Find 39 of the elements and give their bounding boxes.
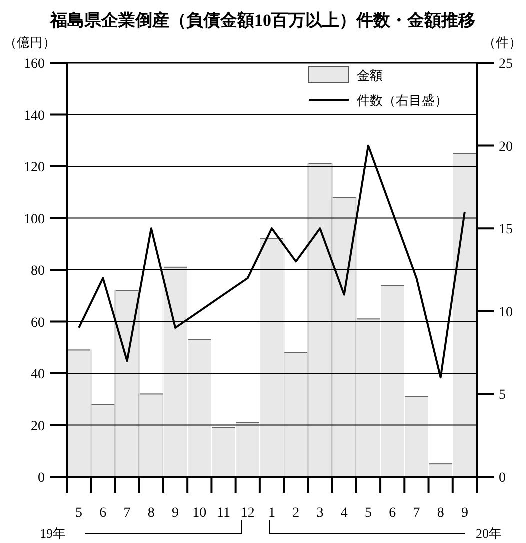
x-tick-label: 1: [268, 506, 276, 521]
x-tick-label: 10: [192, 506, 207, 521]
text: 19年: [40, 526, 66, 541]
y-axis-title: （億円）: [4, 35, 56, 50]
y-tick-label: 140: [24, 108, 45, 124]
y-tick-label: 160: [24, 57, 45, 72]
x-tick-label: 6: [389, 506, 396, 521]
x-tick-label: 5: [76, 506, 83, 521]
legend-label: 金額: [357, 68, 383, 83]
y-tick-label: 120: [24, 160, 45, 176]
y2-tick-label: 15: [499, 222, 513, 238]
y-tick-label: 0: [38, 471, 45, 486]
chart-title: 福島県企業倒産（負債金額10百万以上）件数・金額推移: [50, 11, 476, 30]
x-tick-label: 3: [316, 506, 324, 521]
x-tick-label: 9: [461, 506, 468, 521]
y-tick-label: 20: [31, 419, 45, 434]
x-tick-label: 4: [340, 506, 348, 521]
x-tick-label: 8: [437, 506, 444, 521]
x-tick-label: 12: [240, 506, 255, 521]
y-tick-label: 40: [31, 368, 45, 382]
x-tick-label: 8: [148, 506, 155, 521]
x-tick-label: 6: [100, 506, 107, 521]
y2-tick-label: 5: [499, 388, 506, 404]
x-tick-label: 11: [217, 506, 231, 521]
y-tick-label: 100: [24, 212, 45, 228]
x-tick-label: 7: [413, 506, 420, 521]
x-tick-label: 2: [292, 506, 300, 521]
y-tick-label: 80: [31, 264, 45, 279]
y2-tick-label: 10: [499, 305, 513, 320]
legend-label: 件数（右目盛）: [357, 93, 448, 108]
x-tick-label: 9: [172, 506, 180, 521]
y2-tick-label: 0: [499, 471, 506, 486]
text: 20年: [476, 526, 502, 541]
y-tick-label: 60: [31, 316, 45, 331]
y2-tick-label: 25: [499, 57, 513, 72]
x-tick-label: 5: [364, 506, 372, 521]
y2-axis-title: （件）: [483, 35, 522, 50]
y2-tick-label: 20: [499, 140, 513, 155]
x-tick-label: 7: [124, 506, 131, 521]
